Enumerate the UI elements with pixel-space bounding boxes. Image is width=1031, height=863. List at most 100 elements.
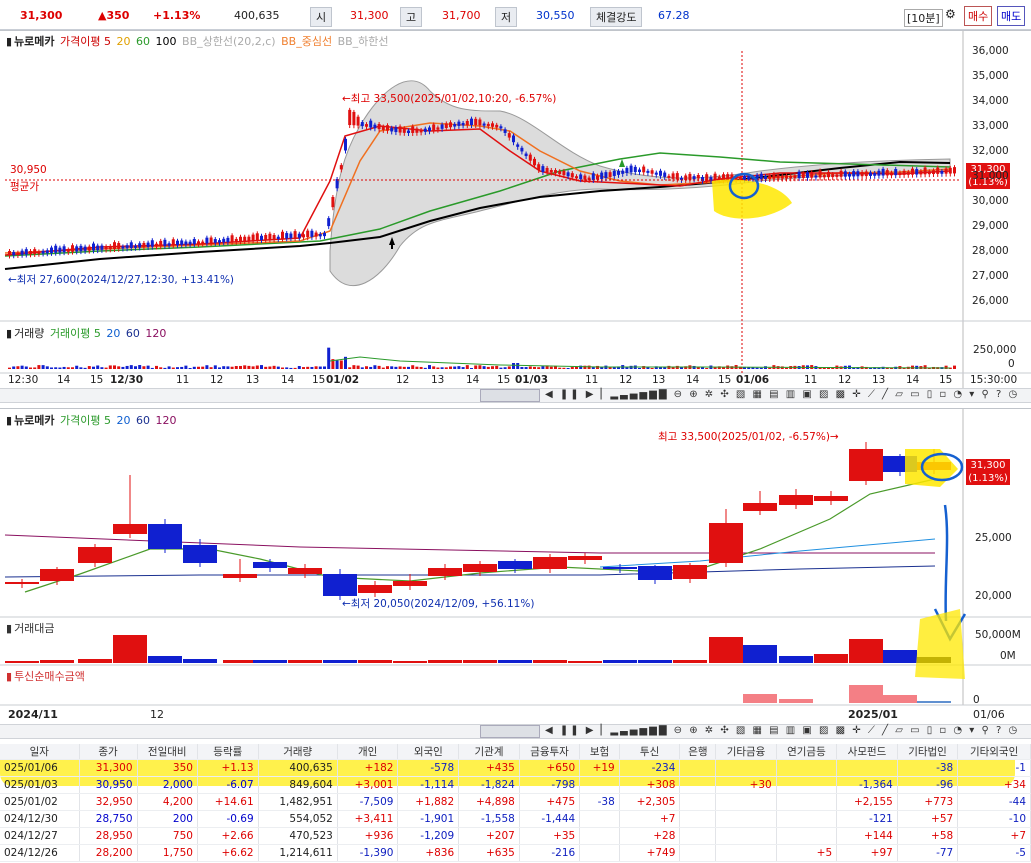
daily-candles bbox=[5, 442, 951, 600]
column-header[interactable]: 보험 bbox=[579, 744, 620, 760]
column-header[interactable]: 투신 bbox=[619, 744, 681, 760]
candle-body bbox=[255, 233, 259, 241]
volume-bar bbox=[432, 366, 436, 369]
volume-bar bbox=[121, 366, 125, 369]
volume-bar bbox=[579, 365, 583, 369]
volume-tick-high: 250,000 bbox=[973, 344, 1017, 356]
sell-button[interactable]: 매도 bbox=[997, 6, 1026, 26]
scrollbar-thumb[interactable] bbox=[480, 389, 540, 402]
column-header[interactable]: 종가 bbox=[79, 744, 138, 760]
buy-button[interactable]: 매수 bbox=[964, 6, 993, 26]
volume-bar bbox=[75, 365, 79, 369]
column-header[interactable]: 금융투자 bbox=[519, 744, 581, 760]
table-cell: 30,950 bbox=[79, 776, 138, 794]
column-header[interactable]: 기관계 bbox=[458, 744, 520, 760]
table-cell: -77 bbox=[897, 844, 959, 862]
legend-checkbox-icon[interactable]: ▮ bbox=[6, 327, 13, 340]
candle-body bbox=[129, 242, 133, 249]
legend-checkbox-icon[interactable]: ▮ bbox=[6, 670, 13, 683]
table-row[interactable]: 025/01/03 30,950 2,000 -6.07 849,604 +3,001 -1… bbox=[0, 776, 1031, 794]
cursor-date: 01/06 bbox=[973, 708, 1005, 721]
price-rate: +1.13% bbox=[153, 9, 201, 22]
volume-bar bbox=[537, 367, 541, 369]
candle-body bbox=[764, 176, 767, 180]
table-cell: +14.61 bbox=[197, 793, 259, 811]
volume-bar bbox=[314, 366, 318, 369]
legend-checkbox-icon[interactable]: ▮ bbox=[6, 622, 13, 635]
volume-bar bbox=[92, 366, 95, 369]
table-row[interactable]: 024/12/30 28,750 200 -0.69 554,052 +3,411 -1,9… bbox=[0, 810, 1031, 828]
candle-body bbox=[722, 174, 725, 181]
column-header[interactable]: 개인 bbox=[337, 744, 399, 760]
column-header[interactable]: 기타법인 bbox=[897, 744, 959, 760]
inst-bar bbox=[883, 695, 917, 703]
table-row[interactable]: 024/12/27 28,950 750 +2.66 470,523 +936 -1,209… bbox=[0, 827, 1031, 845]
candle-body bbox=[183, 545, 217, 563]
candle-body bbox=[45, 250, 49, 254]
table-cell: +28 bbox=[619, 827, 681, 845]
candle-body bbox=[358, 585, 392, 593]
volume-legend: ▮ 거래량 거래이평 5 20 60 120 bbox=[6, 327, 167, 340]
candle-body bbox=[818, 170, 822, 178]
candle-body bbox=[923, 167, 927, 175]
candle-body bbox=[873, 172, 877, 176]
amount-bar bbox=[779, 656, 813, 663]
column-header[interactable]: 등락률 bbox=[197, 744, 259, 760]
candle-body bbox=[591, 173, 595, 180]
volume-bar bbox=[743, 366, 746, 369]
price-tick: 33,000 bbox=[972, 120, 1009, 132]
table-cell bbox=[776, 827, 838, 845]
toolbar-icons[interactable]: ◀ ❚❚ ▶ ▏▂▃▄▅▆▇ ⊖ ⊕ ✲ ✣ ▧ ▦ ▤ ▥ ▣ ▨ ▩ ✛ ⟋… bbox=[545, 725, 1020, 736]
volume-bar bbox=[482, 366, 486, 369]
candle-body bbox=[428, 568, 462, 576]
candle-body bbox=[415, 128, 419, 133]
amount-tick-zero: 0M bbox=[1000, 650, 1016, 662]
column-header[interactable]: 기타금융 bbox=[715, 744, 777, 760]
volume-bar bbox=[381, 367, 385, 369]
column-header[interactable]: 일자 bbox=[0, 744, 80, 760]
candle-body bbox=[62, 246, 66, 253]
column-header[interactable]: 외국인 bbox=[397, 744, 460, 760]
volume-bar bbox=[638, 367, 641, 369]
time-tick: 11 bbox=[176, 374, 190, 386]
volume-bar bbox=[587, 365, 591, 369]
amount-tick-high: 50,000M bbox=[975, 629, 1021, 641]
investment-trust-bars bbox=[743, 685, 951, 703]
low-price: 30,550 bbox=[536, 9, 575, 22]
highlight-marker bbox=[905, 449, 958, 487]
volume-bar bbox=[20, 365, 24, 369]
volume-bar bbox=[113, 365, 116, 369]
legend-checkbox-icon[interactable]: ▮ bbox=[6, 414, 13, 427]
column-header[interactable]: 연기금등 bbox=[776, 744, 838, 760]
candle-body bbox=[150, 240, 154, 247]
amount-bar bbox=[883, 650, 917, 663]
ma20-line bbox=[599, 538, 936, 568]
gear-icon[interactable]: ⚙ bbox=[945, 7, 956, 21]
table-cell: 350 bbox=[137, 759, 198, 777]
column-header[interactable]: 은행 bbox=[679, 744, 717, 760]
interval-selector[interactable]: [10분] bbox=[904, 9, 943, 27]
candle-body bbox=[638, 566, 672, 580]
table-row[interactable]: 025/01/02 32,950 4,200 +14.61 1,482,951 -7,50… bbox=[0, 793, 1031, 811]
daily-svg[interactable] bbox=[0, 409, 1031, 739]
table-row[interactable]: 024/12/26 28,200 1,750 +6.62 1,214,611 -1,390… bbox=[0, 844, 1031, 862]
intraday-svg[interactable] bbox=[0, 31, 1031, 403]
column-header[interactable]: 기타외국인 bbox=[957, 744, 1031, 760]
column-header[interactable]: 사모펀드 bbox=[836, 744, 898, 760]
column-header[interactable]: 전일대비 bbox=[137, 744, 198, 760]
volume-bar bbox=[583, 365, 587, 369]
candle-body bbox=[570, 173, 574, 178]
scrollbar-thumb[interactable] bbox=[480, 725, 540, 738]
candle-body bbox=[264, 234, 268, 240]
candle-body bbox=[213, 239, 217, 243]
toolbar-icons[interactable]: ◀ ❚❚ ▶ ▏▂▃▄▅▆▇ ⊖ ⊕ ✲ ✣ ▧ ▦ ▤ ▥ ▣ ▨ ▩ ✛ ⟋… bbox=[545, 389, 1020, 400]
column-header[interactable]: 거래량 bbox=[258, 744, 338, 760]
volume-bar bbox=[83, 367, 87, 369]
table-cell: 1,214,611 bbox=[258, 844, 338, 862]
legend-checkbox-icon[interactable]: ▮ bbox=[6, 35, 13, 48]
candle-body bbox=[495, 124, 499, 128]
highlight-marker bbox=[915, 609, 965, 679]
table-row[interactable]: 025/01/06 31,300 350 +1.13 400,635 +182 -578 +4… bbox=[0, 759, 1031, 777]
candle-body bbox=[772, 173, 776, 179]
chart-toolbar: ◀ ❚❚ ▶ ▏▂▃▄▅▆▇ ⊖ ⊕ ✲ ✣ ▧ ▦ ▤ ▥ ▣ ▨ ▩ ✛ ⟋… bbox=[0, 388, 1031, 403]
